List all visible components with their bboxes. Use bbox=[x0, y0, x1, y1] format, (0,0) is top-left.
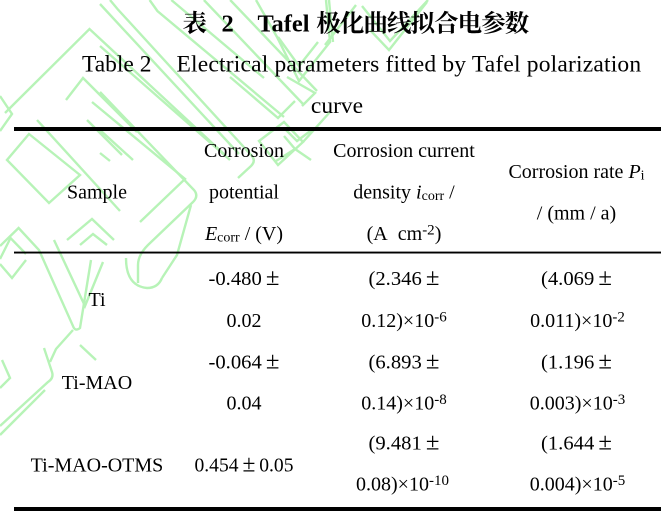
svg-text:0.454 ± 0.05: 0.454 ± 0.05 bbox=[195, 452, 294, 478]
svg-text:0.04: 0.04 bbox=[227, 393, 262, 415]
svg-text:Table 2: Table 2 bbox=[82, 52, 151, 78]
svg-text:(1.196 ±: (1.196 ± bbox=[541, 349, 612, 375]
svg-text:(1.644 ±: (1.644 ± bbox=[541, 430, 612, 456]
svg-text:(9.481 ±: (9.481 ± bbox=[369, 430, 440, 456]
svg-text:Electrical parameters fitted b: Electrical parameters fitted by Tafel po… bbox=[177, 52, 642, 78]
svg-text:(4.069 ±: (4.069 ± bbox=[541, 265, 612, 291]
svg-text:Ti-MAO-OTMS: Ti-MAO-OTMS bbox=[31, 455, 164, 477]
svg-text:(6.893 ±: (6.893 ± bbox=[369, 349, 440, 375]
svg-text:0.12)×10-6: 0.12)×10-6 bbox=[361, 310, 447, 333]
svg-text:0.004)×10-5: 0.004)×10-5 bbox=[530, 473, 625, 496]
svg-text:0.08)×10-10: 0.08)×10-10 bbox=[356, 473, 449, 496]
svg-text:Ti-MAO: Ti-MAO bbox=[62, 372, 132, 394]
svg-text:potential: potential bbox=[209, 182, 279, 204]
svg-text:2: 2 bbox=[222, 11, 234, 38]
svg-text:(2.346 ±: (2.346 ± bbox=[369, 265, 440, 291]
svg-text:0.011)×10-2: 0.011)×10-2 bbox=[530, 310, 625, 333]
svg-text:Ecorr / (V): Ecorr / (V) bbox=[204, 223, 283, 246]
svg-text:-0.064 ±: -0.064 ± bbox=[209, 349, 280, 375]
svg-text:-0.480 ±: -0.480 ± bbox=[209, 265, 280, 291]
svg-text:Tafel: Tafel bbox=[258, 11, 310, 38]
svg-text:0.02: 0.02 bbox=[227, 310, 262, 332]
svg-text:Corrosion current: Corrosion current bbox=[333, 140, 475, 162]
svg-text:Ti: Ti bbox=[88, 289, 106, 311]
svg-text:0.003)×10-3: 0.003)×10-3 bbox=[530, 392, 625, 415]
svg-text:Corrosion: Corrosion bbox=[204, 140, 284, 162]
svg-text:Sample: Sample bbox=[67, 182, 127, 204]
svg-text:/ (mm / a): / (mm / a) bbox=[537, 203, 616, 225]
svg-text:0.14)×10-8: 0.14)×10-8 bbox=[361, 392, 446, 415]
svg-text:Corrosion rate Pi: Corrosion rate Pi bbox=[508, 161, 644, 184]
svg-text:curve: curve bbox=[311, 93, 363, 119]
